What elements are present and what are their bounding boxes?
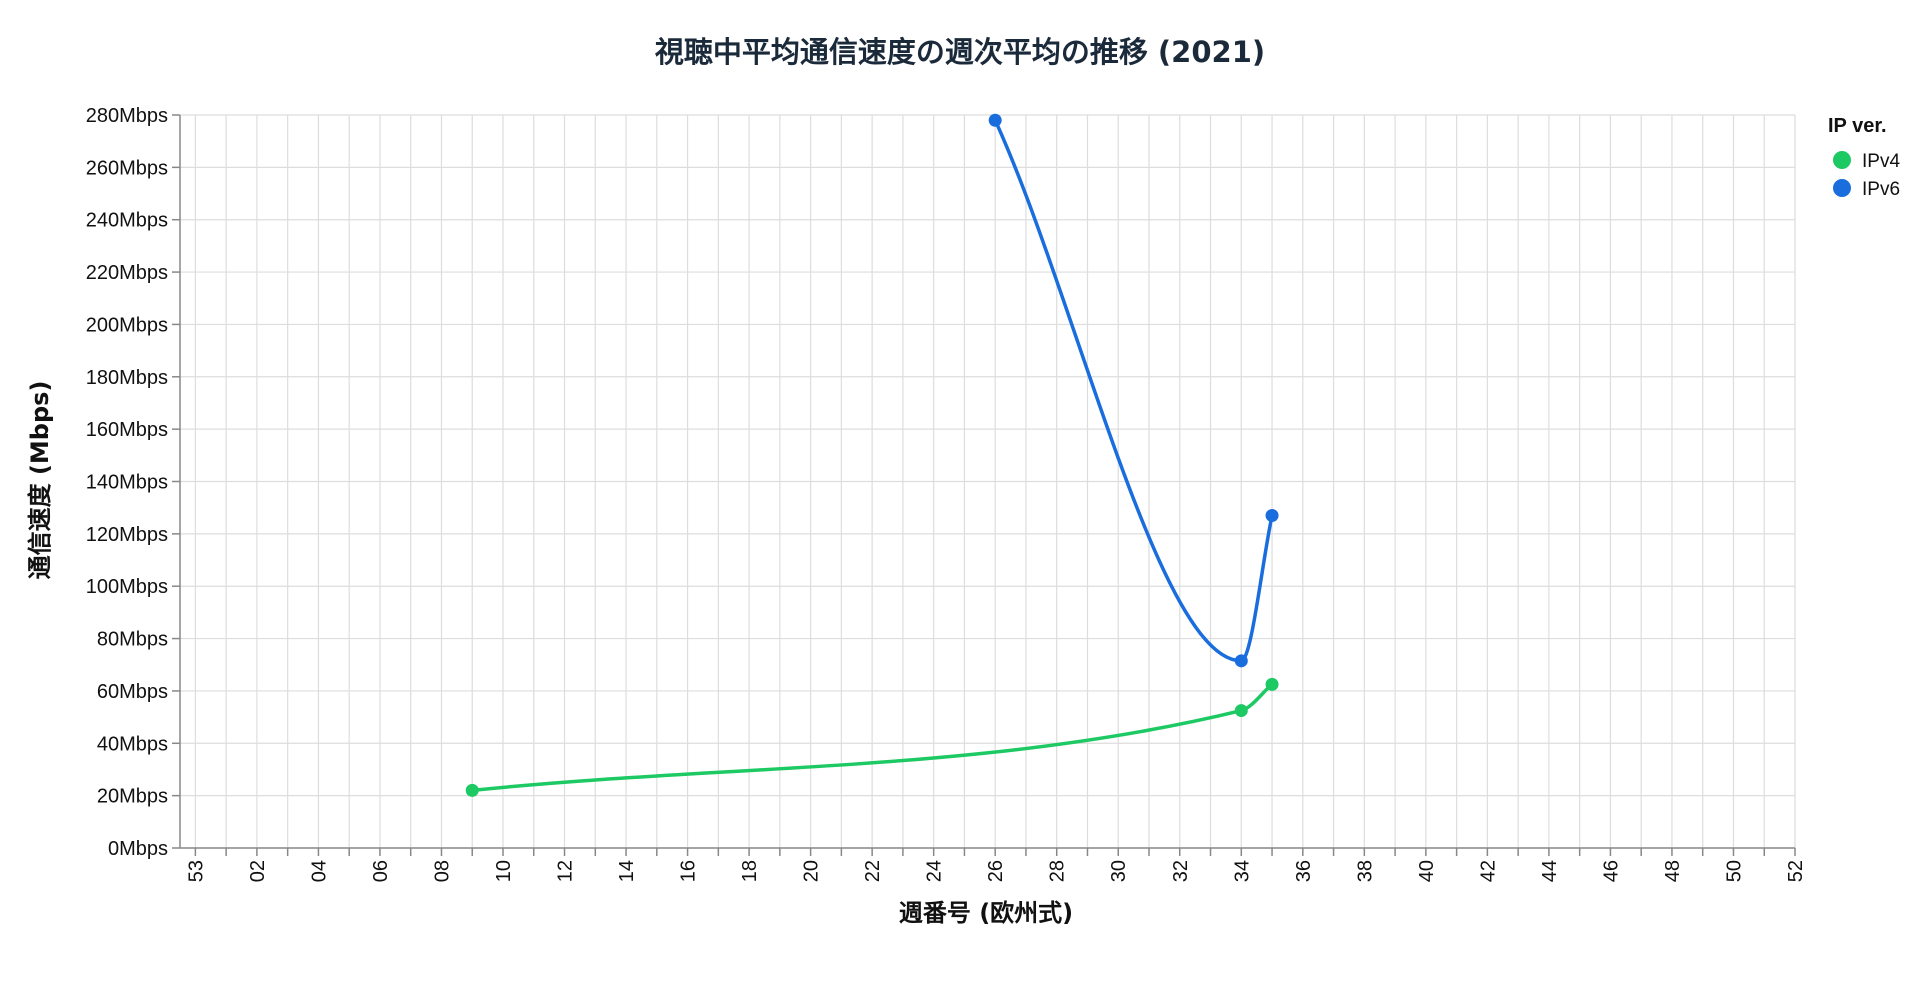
- x-tick-label: 52: [1785, 860, 1807, 882]
- data-point-ipv4[interactable]: [465, 783, 479, 797]
- x-tick-label: 10: [493, 860, 515, 882]
- x-axis-title: 週番号 (欧州式): [899, 899, 1073, 927]
- legend-label-ipv6: IPv6: [1862, 179, 1900, 200]
- x-tick-label: 38: [1354, 860, 1376, 882]
- x-tick-label: 32: [1170, 860, 1192, 882]
- y-tick-label: 180Mbps: [86, 367, 168, 389]
- y-tick-label: 100Mbps: [86, 576, 168, 598]
- legend-title: IP ver.: [1828, 115, 1887, 137]
- x-tick-label: 20: [801, 860, 823, 882]
- y-tick-label: 160Mbps: [86, 419, 168, 441]
- x-axis-ticks: 53 02 04 06 08 10 12 14 16 18 20 22 24 26 28 30 32 34 36 38…: [185, 848, 1807, 882]
- data-point-ipv4[interactable]: [1234, 704, 1248, 718]
- x-tick-label: 04: [308, 860, 330, 882]
- x-tick-label: 24: [924, 860, 946, 882]
- y-tick-label: 0Mbps: [108, 838, 168, 860]
- x-tick-label: 50: [1723, 860, 1745, 882]
- y-tick-label: 220Mbps: [86, 262, 168, 284]
- y-tick-label: 80Mbps: [97, 629, 168, 651]
- x-tick-label: 08: [431, 860, 453, 882]
- data-point-ipv4[interactable]: [1265, 677, 1279, 691]
- x-tick-label: 46: [1600, 860, 1622, 882]
- x-tick-label: 12: [555, 860, 577, 882]
- series-line-ipv6: [993, 119, 1274, 663]
- data-point-ipv6[interactable]: [1234, 654, 1248, 668]
- y-tick-label: 260Mbps: [86, 157, 168, 179]
- x-tick-label: 53: [185, 860, 207, 882]
- chart-title: 視聴中平均通信速度の週次平均の推移 (2021): [655, 35, 1265, 69]
- x-tick-label: 34: [1231, 860, 1253, 882]
- series-line-ipv4: [472, 683, 1274, 793]
- x-tick-label: 44: [1539, 860, 1561, 882]
- x-tick-label: 06: [370, 860, 392, 882]
- x-tick-label: 36: [1293, 860, 1315, 882]
- x-tick-label: 22: [862, 860, 884, 882]
- series-ipv6: [988, 113, 1279, 668]
- x-tick-label: 16: [678, 860, 700, 882]
- y-tick-label: 280Mbps: [86, 105, 168, 127]
- x-tick-label: 42: [1477, 860, 1499, 882]
- legend-swatch-ipv6: [1833, 179, 1851, 197]
- y-tick-label: 240Mbps: [86, 210, 168, 232]
- x-tick-label: 30: [1108, 860, 1130, 882]
- grid: [180, 114, 1796, 849]
- x-tick-label: 02: [247, 860, 269, 882]
- y-tick-label: 20Mbps: [97, 786, 168, 808]
- data-point-ipv6[interactable]: [988, 113, 1002, 127]
- series-ipv4: [465, 677, 1279, 797]
- data-point-ipv6[interactable]: [1265, 509, 1279, 523]
- x-tick-label: 40: [1416, 860, 1438, 882]
- x-tick-label: 18: [739, 860, 761, 882]
- y-tick-label: 60Mbps: [97, 681, 168, 703]
- legend-swatch-ipv4: [1833, 151, 1851, 169]
- y-axis-ticks: 0Mbps 20Mbps 40Mbps 60Mbps 80Mbps 100Mbps 120M…: [86, 105, 180, 860]
- y-axis-title: 通信速度 (Mbps): [26, 381, 54, 580]
- y-tick-label: 120Mbps: [86, 524, 168, 546]
- x-tick-label: 48: [1662, 860, 1684, 882]
- y-tick-label: 40Mbps: [97, 733, 168, 755]
- x-tick-label: 26: [985, 860, 1007, 882]
- legend-items: IPv4 IPv6: [1833, 151, 1900, 200]
- y-tick-label: 200Mbps: [86, 314, 168, 336]
- y-tick-label: 140Mbps: [86, 472, 168, 494]
- x-tick-label: 14: [616, 860, 638, 882]
- legend-label-ipv4: IPv4: [1862, 151, 1900, 172]
- x-tick-label: 28: [1047, 860, 1069, 882]
- legend: IP ver. IPv4 IPv6: [1828, 115, 1900, 200]
- series-layer: [465, 113, 1279, 797]
